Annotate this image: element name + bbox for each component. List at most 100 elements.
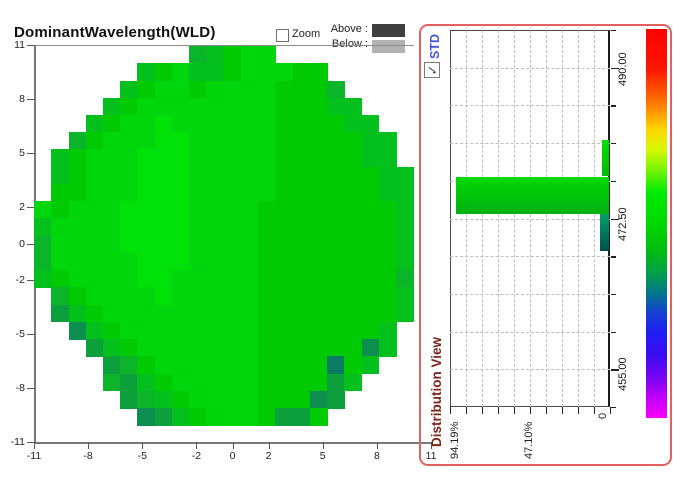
wafer-cell [378,235,397,254]
wafer-cell [240,149,259,168]
wafer-cell [258,80,276,99]
percent-tick-label: 0 [597,412,609,419]
std-checkbox-label: STD [428,34,442,59]
wafer-cell [396,235,414,254]
wafer-cell [206,390,225,409]
wafer-cell [378,149,397,168]
x-tick-label: 8 [373,450,380,462]
wafer-cell [258,356,276,375]
wafer-cell [240,339,259,357]
wafer-cell [189,235,208,254]
wafer-cell [154,63,173,82]
wafer-cell [206,235,225,254]
wafer-cell [120,339,139,357]
wafer-cell [34,218,52,237]
wafer-cell [258,373,276,392]
v-gridline [546,30,547,407]
x-tick-mark [88,442,90,449]
wafer-cell [327,183,345,202]
wafer-cell [171,63,190,82]
y-tick-mark [27,442,35,443]
wafer-cell [85,132,104,151]
wafer-cell [171,270,190,288]
wafer-cell [275,218,294,237]
wafer-cell [275,115,294,133]
wafer-cell [85,115,104,133]
wafer-cell [275,183,294,202]
wafer-cell [309,356,328,375]
wafer-cell [361,115,380,133]
wafer-cell [396,201,414,220]
wafer-cell [378,166,397,185]
wafer-cell [240,183,259,202]
wafer-cell [396,287,414,306]
above-label: Above : [330,23,368,35]
wafer-cell [327,339,345,357]
wafer-cell [154,252,173,271]
wafer-cell [206,218,225,237]
v-gridline [562,30,563,407]
wafer-cell [275,270,294,288]
wafer-cell [240,80,259,99]
wafer-cell [344,183,363,202]
wafer-cell [258,149,276,168]
wafer-cell [240,270,259,288]
wafer-cell [206,287,225,306]
wafer-cell [120,270,139,288]
wafer-cell [85,166,104,185]
zoom-checkbox-label: Zoom [292,28,321,40]
wafer-cell [309,339,328,357]
wafer-cell [223,201,242,220]
wafer-cell [137,80,156,99]
wafer-cell [206,183,225,202]
histogram-bar [455,177,609,214]
wafer-cell [361,321,380,340]
wafer-cell [309,218,328,237]
wafer-cell [378,321,397,340]
wafer-cell [120,321,139,340]
wafer-cell [120,132,139,151]
y-tick-mark [27,243,35,245]
wafer-cell [51,252,70,271]
wafer-cell [223,63,242,82]
wafer-cell [327,132,345,151]
wafer-cell [34,201,52,220]
x-tick-label: -11 [26,450,42,462]
wafer-cell [344,218,363,237]
wafer-cell [275,356,294,375]
value-tick-mark [611,331,616,333]
wafer-cell [309,287,328,306]
x-tick-mark [268,442,270,449]
wafer-cell [223,390,242,409]
wafer-cell [275,149,294,168]
wafer-cell [309,321,328,340]
wafer-cell [292,287,311,306]
value-tick-mark [611,293,616,296]
y-tick-mark [27,279,35,281]
wafer-cell [85,287,104,306]
wafer-cell [120,201,139,220]
y-tick-mark [27,153,35,155]
wafer-cell [292,115,311,133]
wafer-cell [361,287,380,306]
std-checkbox[interactable]: ✓ [424,62,440,78]
x-tick-mark [142,442,144,449]
wafer-cell [137,270,156,288]
wafer-cell [68,132,87,151]
wafer-cell [189,166,208,185]
wafer-cell [344,166,363,185]
wafer-cell [275,97,294,116]
x-tick-label: -5 [137,450,147,462]
percent-tick-mark [466,407,468,414]
x-tick-label: 5 [319,450,326,462]
y-tick-label: -2 [15,273,25,286]
wafer-cell [34,270,52,288]
wafer-cell [137,63,156,82]
percent-tick-mark [594,407,596,414]
wafer-cell [154,183,173,202]
wafer-cell [275,80,294,99]
wafer-cell [51,304,70,323]
wafer-cell [206,304,225,323]
zoom-checkbox[interactable] [276,29,289,42]
wafer-cell [275,339,294,357]
